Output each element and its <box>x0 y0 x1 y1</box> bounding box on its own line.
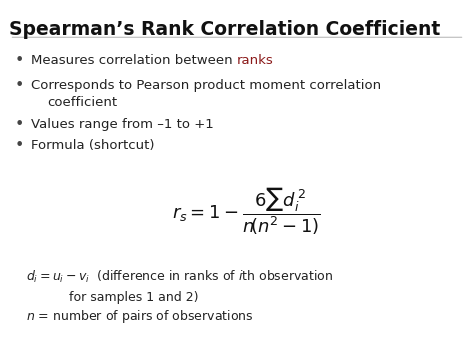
Text: for samples 1 and 2): for samples 1 and 2) <box>69 291 198 304</box>
Text: •: • <box>14 53 24 68</box>
Text: Measures correlation between: Measures correlation between <box>31 54 237 67</box>
Text: $\mathit{n}$ = number of pairs of observations: $\mathit{n}$ = number of pairs of observ… <box>26 308 254 325</box>
Text: $r_s = 1 - \dfrac{6\sum d_i^{\,2}}{n\!\left(n^2 - 1\right)}$: $r_s = 1 - \dfrac{6\sum d_i^{\,2}}{n\!\l… <box>172 185 321 237</box>
Text: Formula (shortcut): Formula (shortcut) <box>31 139 155 152</box>
Text: ranks: ranks <box>237 54 273 67</box>
Text: •: • <box>14 138 24 153</box>
Text: •: • <box>14 78 24 93</box>
Text: Spearman’s Rank Correlation Coefficient: Spearman’s Rank Correlation Coefficient <box>9 20 441 39</box>
Text: Corresponds to Pearson product moment correlation: Corresponds to Pearson product moment co… <box>31 79 381 92</box>
Text: Values range from –1 to +1: Values range from –1 to +1 <box>31 119 214 131</box>
Text: $d_i = u_i - v_i$  (difference in ranks of $\mathit{i}$th observation: $d_i = u_i - v_i$ (difference in ranks o… <box>26 269 333 285</box>
Text: coefficient: coefficient <box>47 97 118 109</box>
Text: •: • <box>14 118 24 132</box>
